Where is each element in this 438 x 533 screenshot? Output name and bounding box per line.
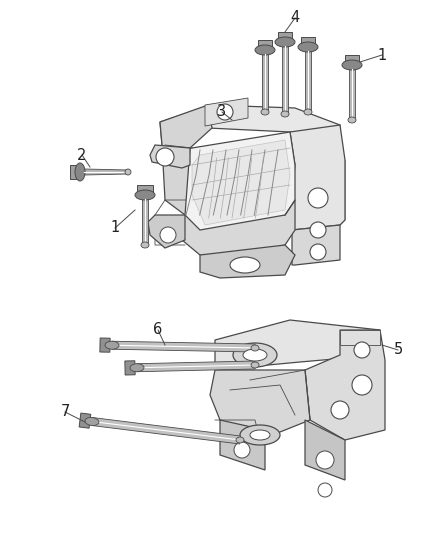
- Ellipse shape: [251, 345, 259, 351]
- Circle shape: [156, 148, 174, 166]
- Polygon shape: [137, 185, 153, 195]
- Ellipse shape: [275, 37, 295, 47]
- Circle shape: [331, 401, 349, 419]
- Ellipse shape: [141, 242, 149, 248]
- Ellipse shape: [230, 257, 260, 273]
- Polygon shape: [258, 40, 272, 50]
- Polygon shape: [305, 420, 345, 480]
- Polygon shape: [340, 330, 380, 345]
- Ellipse shape: [233, 343, 277, 367]
- Circle shape: [308, 188, 328, 208]
- Circle shape: [318, 483, 332, 497]
- Circle shape: [310, 222, 326, 238]
- Text: 1: 1: [378, 47, 387, 62]
- Polygon shape: [160, 105, 212, 215]
- Polygon shape: [292, 225, 340, 265]
- Polygon shape: [148, 215, 185, 248]
- Ellipse shape: [105, 341, 119, 349]
- Text: 7: 7: [60, 405, 70, 419]
- Ellipse shape: [75, 163, 85, 181]
- Text: 5: 5: [393, 343, 403, 358]
- Polygon shape: [301, 37, 315, 47]
- Polygon shape: [70, 165, 80, 179]
- Ellipse shape: [298, 42, 318, 52]
- Ellipse shape: [85, 417, 99, 425]
- Polygon shape: [112, 341, 255, 352]
- Ellipse shape: [304, 109, 312, 115]
- Polygon shape: [100, 338, 110, 352]
- Polygon shape: [345, 55, 359, 65]
- Circle shape: [354, 342, 370, 358]
- Polygon shape: [125, 361, 135, 375]
- Polygon shape: [160, 105, 340, 148]
- Ellipse shape: [255, 45, 275, 55]
- Polygon shape: [185, 132, 295, 230]
- Polygon shape: [282, 46, 288, 114]
- Ellipse shape: [348, 117, 356, 123]
- Ellipse shape: [250, 430, 270, 440]
- Polygon shape: [278, 32, 292, 42]
- Circle shape: [310, 244, 326, 260]
- Polygon shape: [84, 169, 128, 175]
- Ellipse shape: [240, 425, 280, 445]
- Text: 1: 1: [110, 221, 120, 236]
- Ellipse shape: [342, 60, 362, 70]
- Circle shape: [316, 451, 334, 469]
- Polygon shape: [200, 245, 295, 278]
- Ellipse shape: [243, 349, 267, 361]
- Ellipse shape: [135, 190, 155, 200]
- Polygon shape: [137, 361, 255, 372]
- Polygon shape: [92, 417, 240, 444]
- Polygon shape: [305, 330, 385, 440]
- Polygon shape: [79, 413, 91, 428]
- Circle shape: [160, 227, 176, 243]
- Ellipse shape: [281, 111, 289, 117]
- Circle shape: [217, 104, 233, 120]
- Ellipse shape: [125, 169, 131, 175]
- Polygon shape: [205, 98, 248, 126]
- Polygon shape: [142, 199, 148, 245]
- Polygon shape: [290, 125, 345, 230]
- Polygon shape: [290, 160, 345, 230]
- Ellipse shape: [236, 437, 244, 443]
- Text: 3: 3: [217, 104, 226, 119]
- Circle shape: [234, 442, 250, 458]
- Ellipse shape: [130, 364, 144, 372]
- Text: 4: 4: [290, 11, 300, 26]
- Polygon shape: [215, 320, 380, 370]
- Polygon shape: [305, 51, 311, 112]
- Polygon shape: [210, 370, 310, 440]
- Ellipse shape: [261, 109, 269, 115]
- Circle shape: [352, 375, 372, 395]
- Polygon shape: [220, 420, 265, 470]
- Text: 6: 6: [153, 322, 162, 337]
- Ellipse shape: [251, 362, 259, 368]
- Polygon shape: [192, 140, 290, 225]
- Polygon shape: [349, 69, 355, 120]
- Polygon shape: [262, 54, 268, 112]
- Polygon shape: [150, 145, 190, 168]
- Text: 2: 2: [78, 148, 87, 163]
- Polygon shape: [180, 200, 295, 260]
